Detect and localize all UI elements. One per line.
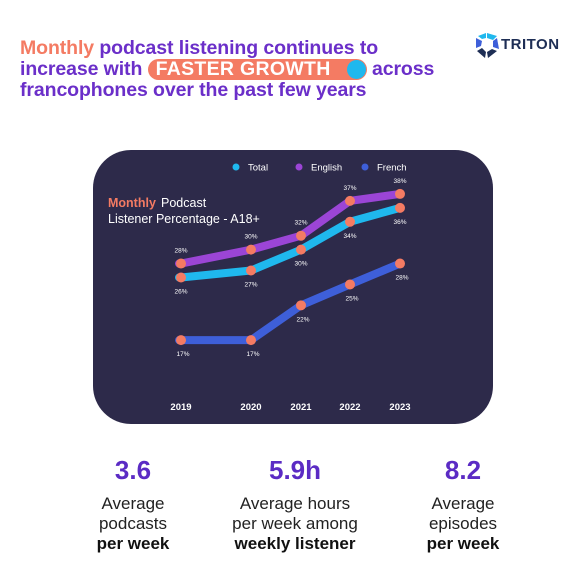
- headline: Monthly podcast listening continues to i…: [20, 38, 450, 101]
- headline-accent: Monthly: [20, 37, 95, 59]
- stat-value: 3.6: [114, 455, 152, 485]
- x-tick-label: 2021: [290, 402, 312, 413]
- legend-label-english: English: [311, 163, 342, 174]
- chart-card: Monthly Podcast Listener Percentage - A1…: [93, 150, 493, 424]
- data-point: [345, 195, 355, 206]
- logo-text: TRITON: [501, 36, 560, 53]
- pill-dot-icon: [346, 60, 366, 79]
- legend-marker-total: [232, 163, 240, 171]
- stat-label: Average podcasts per week: [48, 494, 218, 554]
- data-label: 17%: [176, 351, 189, 358]
- data-point: [176, 258, 186, 269]
- stat-label-line2: podcasts: [98, 514, 168, 533]
- data-point: [395, 188, 405, 199]
- data-label: 22%: [296, 316, 309, 323]
- legend-marker-french: [361, 163, 369, 171]
- plot-area: 26% 27% 30% 34% 36% 28% 30% 32% 37% 38% 17% 17% 22% 2…: [174, 178, 408, 358]
- stat-hours: 5.9h Average hours per week among weekly…: [210, 455, 380, 554]
- data-label: 28%: [174, 248, 187, 255]
- data-point: [176, 335, 186, 346]
- data-label: 37%: [343, 185, 356, 192]
- legend-marker-english: [295, 163, 303, 171]
- line-chart: Monthly Podcast Listener Percentage - A1…: [108, 163, 411, 414]
- legend-label-french: French: [377, 163, 407, 174]
- triton-logo: TRITON: [474, 31, 574, 61]
- data-label: 36%: [393, 219, 406, 226]
- chart-title-line2: Listener Percentage - A18+: [108, 212, 260, 226]
- headline-text-1: podcast listening continues to increase …: [20, 37, 379, 80]
- stat-episodes: 8.2 Average episodes per week: [378, 455, 548, 554]
- chart-legend: Total English French: [232, 163, 407, 174]
- x-axis: 2019 2020 2021 2022 2023: [170, 402, 410, 413]
- data-point: [395, 258, 405, 269]
- x-tick-label: 2020: [240, 402, 261, 413]
- data-point: [345, 279, 355, 290]
- stat-label-line2: episodes: [428, 514, 498, 533]
- stat-value: 8.2: [444, 455, 482, 485]
- chart-title-accent: Monthly: [108, 196, 156, 210]
- stat-value: 5.9h: [268, 455, 322, 485]
- legend-label-total: Total: [248, 163, 268, 174]
- data-point: [345, 216, 355, 227]
- data-label: 28%: [395, 275, 408, 282]
- x-tick-label: 2019: [170, 402, 191, 413]
- data-label: 30%: [244, 234, 257, 241]
- data-label: 27%: [244, 282, 257, 289]
- stat-label: Average hours per week among weekly list…: [210, 494, 380, 554]
- data-point: [296, 230, 306, 241]
- stat-podcasts: 3.6 Average podcasts per week: [48, 455, 218, 554]
- data-label: 30%: [294, 261, 307, 268]
- x-tick-label: 2023: [389, 402, 410, 413]
- data-label: 25%: [345, 295, 358, 302]
- triton-logo-icon: [476, 33, 499, 58]
- stats-row: 3.6 Average podcasts per week 5.9h Avera…: [0, 455, 585, 575]
- stat-label-line1: Average: [101, 494, 165, 513]
- headline-text-2: across francophones over the past few ye…: [20, 58, 435, 101]
- stat-label-line2: per week among: [232, 514, 358, 533]
- data-point: [395, 202, 405, 213]
- stat-label-bold: weekly listener: [234, 534, 356, 553]
- data-point: [296, 244, 306, 255]
- data-point: [246, 335, 256, 346]
- x-tick-label: 2022: [339, 402, 360, 413]
- data-label: 32%: [294, 220, 307, 227]
- data-point: [246, 265, 256, 276]
- stat-label: Average episodes per week: [378, 494, 548, 554]
- stat-label-line1: Average: [431, 494, 495, 513]
- data-point: [246, 244, 256, 255]
- faster-growth-pill: FASTER GROWTH: [147, 58, 367, 80]
- stat-label-bold: per week: [426, 534, 500, 553]
- pill-text: FASTER GROWTH: [155, 58, 331, 80]
- data-label: 38%: [393, 178, 406, 185]
- stat-label-bold: per week: [96, 534, 170, 553]
- data-point: [296, 300, 306, 311]
- data-label: 17%: [246, 351, 259, 358]
- data-label: 26%: [174, 288, 187, 295]
- stat-label-line1: Average hours: [239, 494, 351, 513]
- data-point: [176, 272, 186, 283]
- chart-title-rest: Podcast: [161, 196, 207, 210]
- data-label: 34%: [343, 233, 356, 240]
